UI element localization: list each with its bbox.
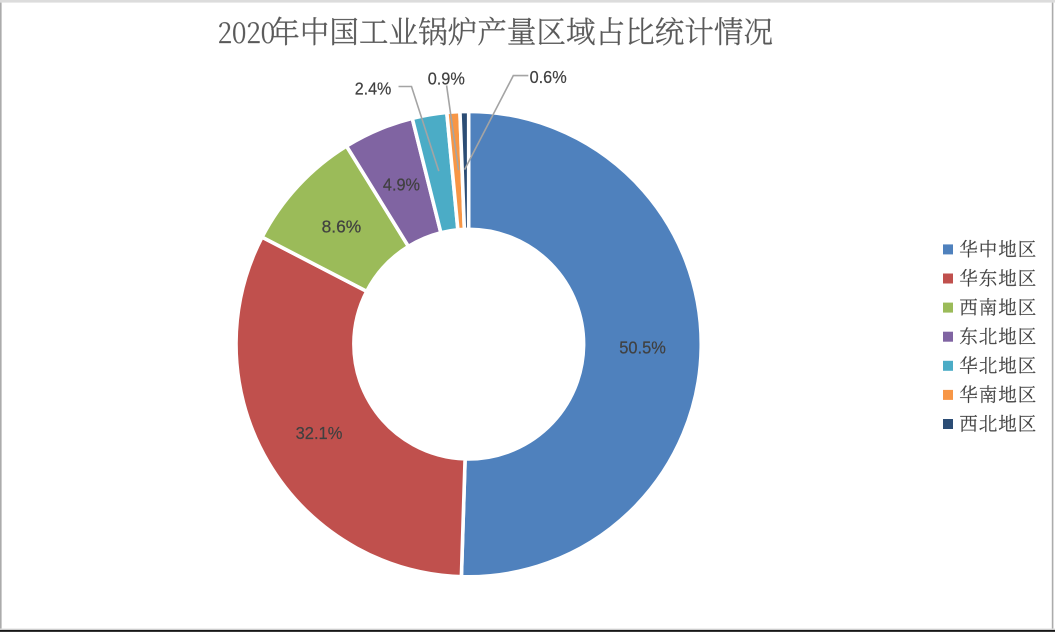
svg-text:2.4%: 2.4%	[355, 78, 392, 98]
svg-text:4.9%: 4.9%	[383, 174, 420, 194]
svg-text:0.9%: 0.9%	[428, 68, 465, 88]
svg-text:50.5%: 50.5%	[619, 337, 666, 357]
svg-text:32.1%: 32.1%	[296, 423, 343, 443]
svg-text:8.6%: 8.6%	[322, 217, 362, 237]
svg-text:0.6%: 0.6%	[530, 67, 567, 87]
